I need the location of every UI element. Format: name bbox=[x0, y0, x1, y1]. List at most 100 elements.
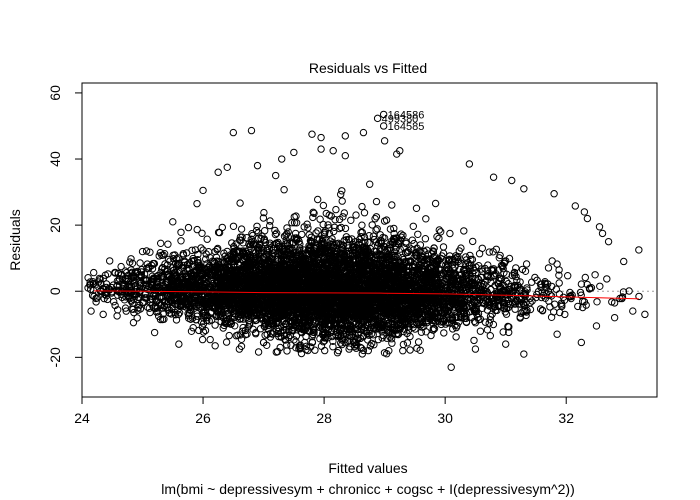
data-point bbox=[361, 238, 369, 247]
data-point bbox=[175, 261, 184, 269]
data-point bbox=[179, 250, 188, 258]
data-point bbox=[258, 244, 266, 252]
data-point bbox=[557, 299, 566, 307]
data-point bbox=[546, 303, 554, 311]
data-point bbox=[320, 337, 329, 345]
data-point bbox=[185, 312, 193, 320]
data-point bbox=[502, 270, 511, 278]
data-point bbox=[388, 201, 396, 209]
data-point bbox=[331, 216, 339, 224]
data-point bbox=[608, 298, 616, 306]
data-point bbox=[126, 258, 134, 266]
data-point bbox=[522, 260, 531, 268]
data-point bbox=[469, 237, 477, 246]
data-point bbox=[502, 277, 510, 286]
data-point bbox=[370, 341, 378, 349]
data-point bbox=[193, 310, 202, 318]
data-point bbox=[156, 315, 165, 324]
data-point bbox=[324, 221, 332, 229]
data-point bbox=[296, 244, 304, 252]
data-point bbox=[403, 339, 412, 347]
data-point bbox=[470, 336, 478, 345]
data-point bbox=[372, 197, 381, 206]
data-point bbox=[388, 339, 396, 347]
data-point bbox=[165, 309, 174, 317]
chart-title: Residuals vs Fitted bbox=[309, 60, 427, 76]
data-point bbox=[335, 215, 344, 224]
data-point bbox=[397, 233, 405, 241]
data-point bbox=[431, 199, 440, 208]
data-point bbox=[457, 259, 465, 267]
data-point bbox=[169, 251, 177, 260]
data-point bbox=[487, 285, 495, 294]
data-point bbox=[191, 246, 200, 254]
data-point bbox=[252, 328, 260, 337]
data-point bbox=[319, 220, 327, 229]
data-point bbox=[316, 215, 324, 223]
data-point bbox=[158, 265, 166, 273]
data-point bbox=[388, 238, 397, 247]
data-point bbox=[133, 314, 141, 322]
data-point bbox=[564, 272, 572, 280]
data-point bbox=[187, 327, 196, 335]
data-point bbox=[319, 201, 328, 210]
data-point bbox=[198, 270, 206, 279]
data-point bbox=[341, 224, 350, 233]
data-point bbox=[481, 264, 489, 273]
data-point bbox=[98, 288, 107, 296]
data-point bbox=[307, 233, 315, 242]
data-point bbox=[283, 224, 291, 232]
data-point bbox=[317, 342, 326, 350]
data-point bbox=[330, 227, 338, 236]
data-point bbox=[340, 209, 348, 217]
data-point bbox=[314, 227, 322, 235]
y-tick-label: 60 bbox=[47, 85, 63, 101]
data-point bbox=[347, 216, 355, 225]
data-point bbox=[148, 272, 157, 280]
x-tick-label: 32 bbox=[558, 410, 574, 426]
data-point bbox=[449, 325, 457, 333]
data-point bbox=[478, 292, 486, 301]
x-tick-label: 26 bbox=[195, 410, 211, 426]
data-point bbox=[198, 229, 206, 238]
data-point bbox=[400, 244, 408, 252]
data-point bbox=[468, 255, 477, 264]
data-point bbox=[187, 307, 195, 315]
data-point bbox=[199, 246, 207, 254]
data-point bbox=[148, 265, 157, 273]
data-point bbox=[358, 202, 366, 211]
data-point bbox=[521, 289, 529, 298]
data-point bbox=[466, 251, 474, 260]
data-point bbox=[561, 310, 569, 319]
data-point bbox=[495, 280, 503, 288]
data-point bbox=[221, 317, 230, 325]
data-point bbox=[522, 308, 531, 316]
data-point bbox=[142, 247, 151, 255]
data-point bbox=[386, 225, 395, 233]
data-point bbox=[325, 229, 333, 238]
data-point bbox=[275, 332, 283, 341]
data-point bbox=[544, 264, 553, 272]
x-tick-label: 30 bbox=[437, 410, 453, 426]
data-point bbox=[390, 224, 398, 233]
data-point bbox=[485, 248, 493, 256]
data-point bbox=[164, 255, 173, 264]
data-point bbox=[129, 305, 137, 313]
data-point bbox=[314, 195, 322, 204]
data-point bbox=[252, 226, 261, 235]
data-point bbox=[358, 228, 366, 237]
data-point bbox=[283, 341, 291, 349]
y-tick-label: 20 bbox=[47, 217, 63, 233]
data-point bbox=[280, 232, 289, 241]
data-point bbox=[260, 208, 268, 217]
data-point bbox=[266, 217, 274, 225]
data-point bbox=[512, 272, 520, 281]
data-point bbox=[377, 236, 385, 245]
data-point bbox=[306, 236, 315, 245]
data-point bbox=[521, 267, 530, 275]
data-point bbox=[485, 319, 493, 327]
data-point bbox=[416, 241, 425, 249]
data-point bbox=[338, 241, 346, 249]
data-point bbox=[453, 253, 461, 262]
